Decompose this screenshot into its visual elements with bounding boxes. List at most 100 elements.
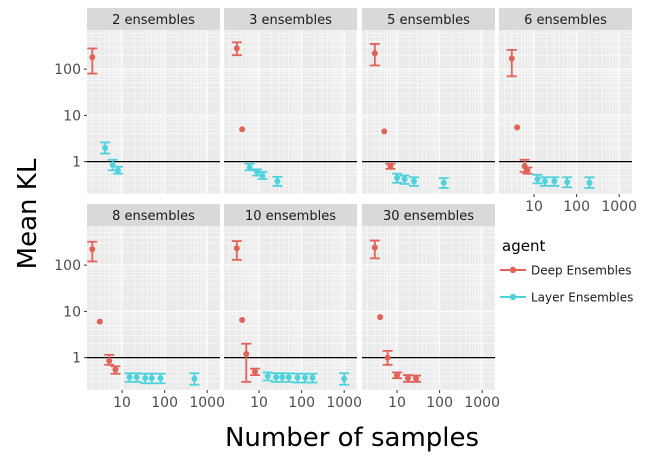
panel-background	[224, 30, 357, 194]
facet-strip	[362, 8, 495, 30]
y-tick-label: 1	[72, 351, 81, 367]
deep-ensembles-point	[239, 126, 246, 133]
y-tick-label: 1	[72, 155, 81, 171]
layer-ensembles-point	[102, 144, 109, 151]
facet-title: 5 ensembles	[387, 13, 470, 28]
facet-strip	[499, 8, 632, 30]
layer-ensembles-point	[411, 178, 418, 185]
deep-ensembles-point	[89, 54, 96, 61]
layer-ensembles-point	[148, 375, 155, 382]
layer-ensembles-point	[259, 172, 266, 179]
facet-title: 8 ensembles	[112, 209, 195, 224]
facet-title: 3 ensembles	[249, 13, 332, 28]
panel-background	[362, 30, 495, 194]
panel-plot-area	[224, 30, 357, 194]
facet-panel: 30 ensembles	[362, 204, 495, 390]
legend-label: Layer Ensembles	[531, 291, 633, 305]
deep-ensembles-point	[394, 372, 401, 379]
layer-ensembles-point	[564, 179, 571, 186]
axis-layer: Mean KL Number of samples 1 10 100 10 100 100…	[13, 62, 637, 453]
layer-ensembles-point	[309, 374, 316, 381]
y-axis-title: Mean KL	[13, 158, 43, 269]
deep-ensembles-point	[387, 163, 394, 170]
deep-ensembles-point	[89, 246, 96, 253]
facet-title: 6 ensembles	[524, 13, 607, 28]
deep-ensembles-point	[381, 128, 388, 135]
x-tick-label: 100	[563, 199, 590, 215]
facet-panel: 8 ensembles	[87, 204, 220, 390]
facet-panel: 5 ensembles	[362, 8, 495, 194]
x-tick-label: 1000	[326, 395, 362, 411]
layer-ensembles-point	[254, 168, 261, 175]
layer-ensembles-point	[294, 374, 301, 381]
deep-ensembles-point	[508, 55, 515, 62]
x-tick-label: 10	[250, 395, 268, 411]
legend-entry: Deep Ensembles	[500, 264, 632, 278]
deep-ensembles-point	[243, 350, 250, 357]
x-tick-label: 100	[288, 395, 315, 411]
legend: agent Deep Ensembles Layer Ensembles	[500, 237, 633, 305]
panels-layer: 2 ensembles 3 ensembles 5 ensembles 6 ensem…	[87, 8, 632, 390]
facet-strip	[362, 204, 495, 226]
deep-ensembles-point	[251, 368, 258, 375]
facet-title: 30 ensembles	[383, 209, 474, 224]
deep-ensembles-point	[239, 317, 246, 324]
deep-ensembles-point	[371, 50, 378, 57]
facet-panel: 10 ensembles	[224, 204, 357, 390]
facet-strip	[87, 204, 220, 226]
facet-panel: 2 ensembles	[87, 8, 220, 194]
layer-ensembles-point	[541, 178, 548, 185]
deep-ensembles-point	[112, 366, 119, 373]
panel-background	[87, 30, 220, 194]
x-tick-label: 10	[388, 395, 406, 411]
layer-ensembles-point	[191, 375, 198, 382]
deep-ensembles-point	[106, 357, 113, 364]
layer-ensembles-point	[133, 374, 140, 381]
layer-ensembles-point	[274, 178, 281, 185]
x-tick-label: 1000	[601, 199, 637, 215]
deep-ensembles-point	[377, 314, 384, 321]
deep-ensembles-point	[371, 244, 378, 251]
deep-ensembles-point	[404, 375, 411, 382]
deep-ensembles-point	[384, 354, 391, 361]
panel-background	[362, 226, 495, 390]
facet-strip	[224, 8, 357, 30]
x-axis-title: Number of samples	[225, 423, 479, 452]
layer-ensembles-point	[551, 178, 558, 185]
legend-entries: Deep Ensembles Layer Ensembles	[500, 264, 633, 305]
legend-entry: Layer Ensembles	[500, 291, 633, 305]
layer-ensembles-point	[126, 374, 133, 381]
x-tick-label: 10	[113, 395, 131, 411]
deep-ensembles-point	[233, 245, 240, 252]
facet-title: 10 ensembles	[245, 209, 336, 224]
facet-panel: 3 ensembles	[224, 8, 357, 194]
panel-plot-area	[87, 226, 220, 390]
layer-ensembles-point	[401, 176, 408, 183]
legend-key-point	[509, 293, 517, 301]
layer-ensembles-point	[285, 374, 292, 381]
x-tick-label: 1000	[189, 395, 225, 411]
legend-label: Deep Ensembles	[531, 264, 632, 278]
y-tick-label: 10	[63, 108, 81, 124]
panel-background	[499, 30, 632, 194]
deep-ensembles-point	[96, 318, 103, 325]
x-tick-label: 10	[525, 199, 543, 215]
x-tick-label: 1000	[464, 395, 500, 411]
layer-ensembles-point	[341, 375, 348, 382]
facet-strip	[87, 8, 220, 30]
layer-ensembles-point	[142, 375, 149, 382]
x-tick-label: 100	[426, 395, 453, 411]
deep-ensembles-point	[413, 375, 420, 382]
facet-strip	[224, 204, 357, 226]
panel-plot-area	[499, 30, 632, 194]
layer-ensembles-point	[246, 164, 253, 171]
layer-ensembles-point	[534, 176, 541, 183]
layer-ensembles-point	[301, 374, 308, 381]
deep-ensembles-point	[233, 45, 240, 52]
y-tick-label: 10	[63, 304, 81, 320]
layer-ensembles-point	[273, 374, 280, 381]
panel-plot-area	[224, 226, 357, 390]
legend-key-point	[509, 266, 517, 274]
